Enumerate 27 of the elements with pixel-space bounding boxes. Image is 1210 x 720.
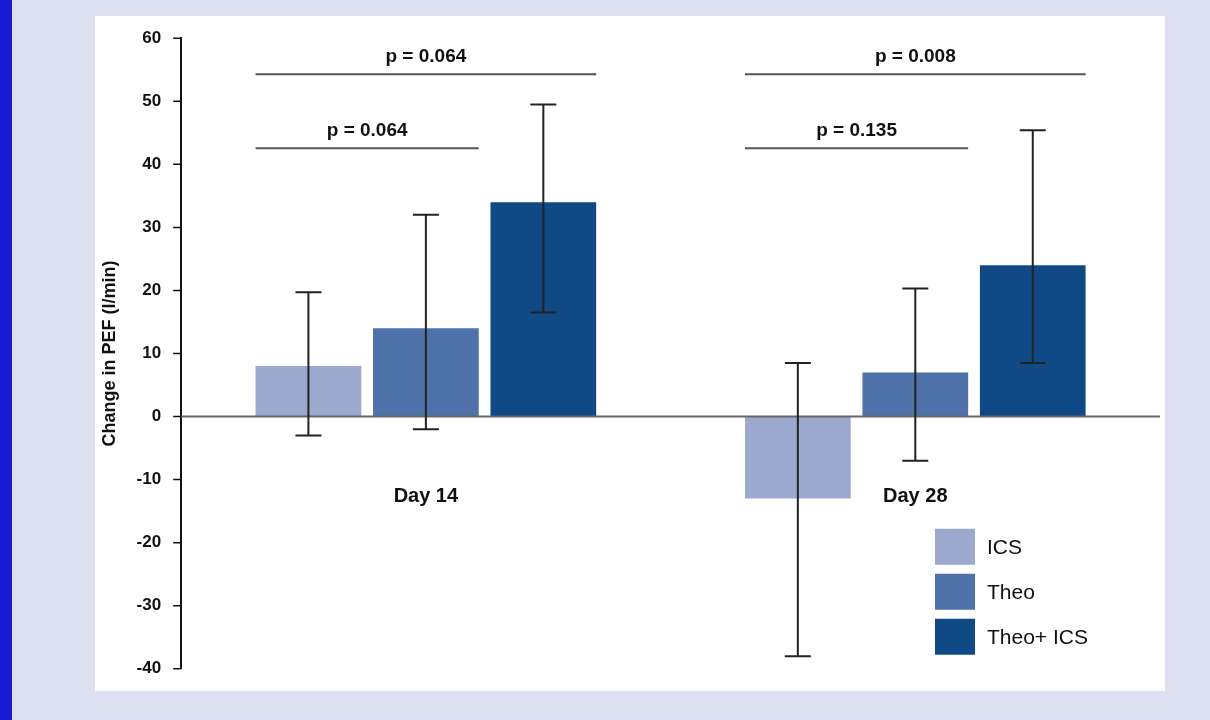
annotation: p = 0.008 [874, 44, 956, 66]
y-axis-title: Change in PEF (l/min) [98, 260, 119, 447]
y-tick-label: 20 [142, 280, 162, 300]
y-tick-label: 30 [142, 217, 162, 237]
y-tick-label: 60 [142, 27, 162, 47]
x-tick-label: Day 28 [883, 484, 948, 507]
y-tick-label: 40 [142, 154, 162, 174]
annotation: p = 0.064 [326, 118, 408, 140]
annotation: p = 0.135 [816, 118, 898, 140]
legend-label: Theo [987, 579, 1035, 603]
bar [862, 372, 969, 417]
y-tick-label: 50 [142, 90, 162, 110]
annotation: p = 0.064 [385, 44, 467, 66]
y-tick-label: -20 [136, 532, 162, 552]
y-tick-label: 0 [151, 406, 162, 426]
bar [744, 416, 851, 499]
y-tick-label: -10 [136, 469, 162, 489]
bar [490, 202, 597, 417]
x-tick-label: Day 14 [393, 484, 459, 507]
y-tick-label: -30 [136, 595, 162, 615]
legend-label: ICS [987, 534, 1023, 558]
legend-label: Theo+ ICS [987, 624, 1088, 648]
y-tick-label: -40 [136, 658, 162, 678]
bar [373, 328, 479, 417]
y-tick-label: 10 [142, 343, 162, 363]
bar [979, 265, 1086, 417]
bar [255, 366, 362, 417]
